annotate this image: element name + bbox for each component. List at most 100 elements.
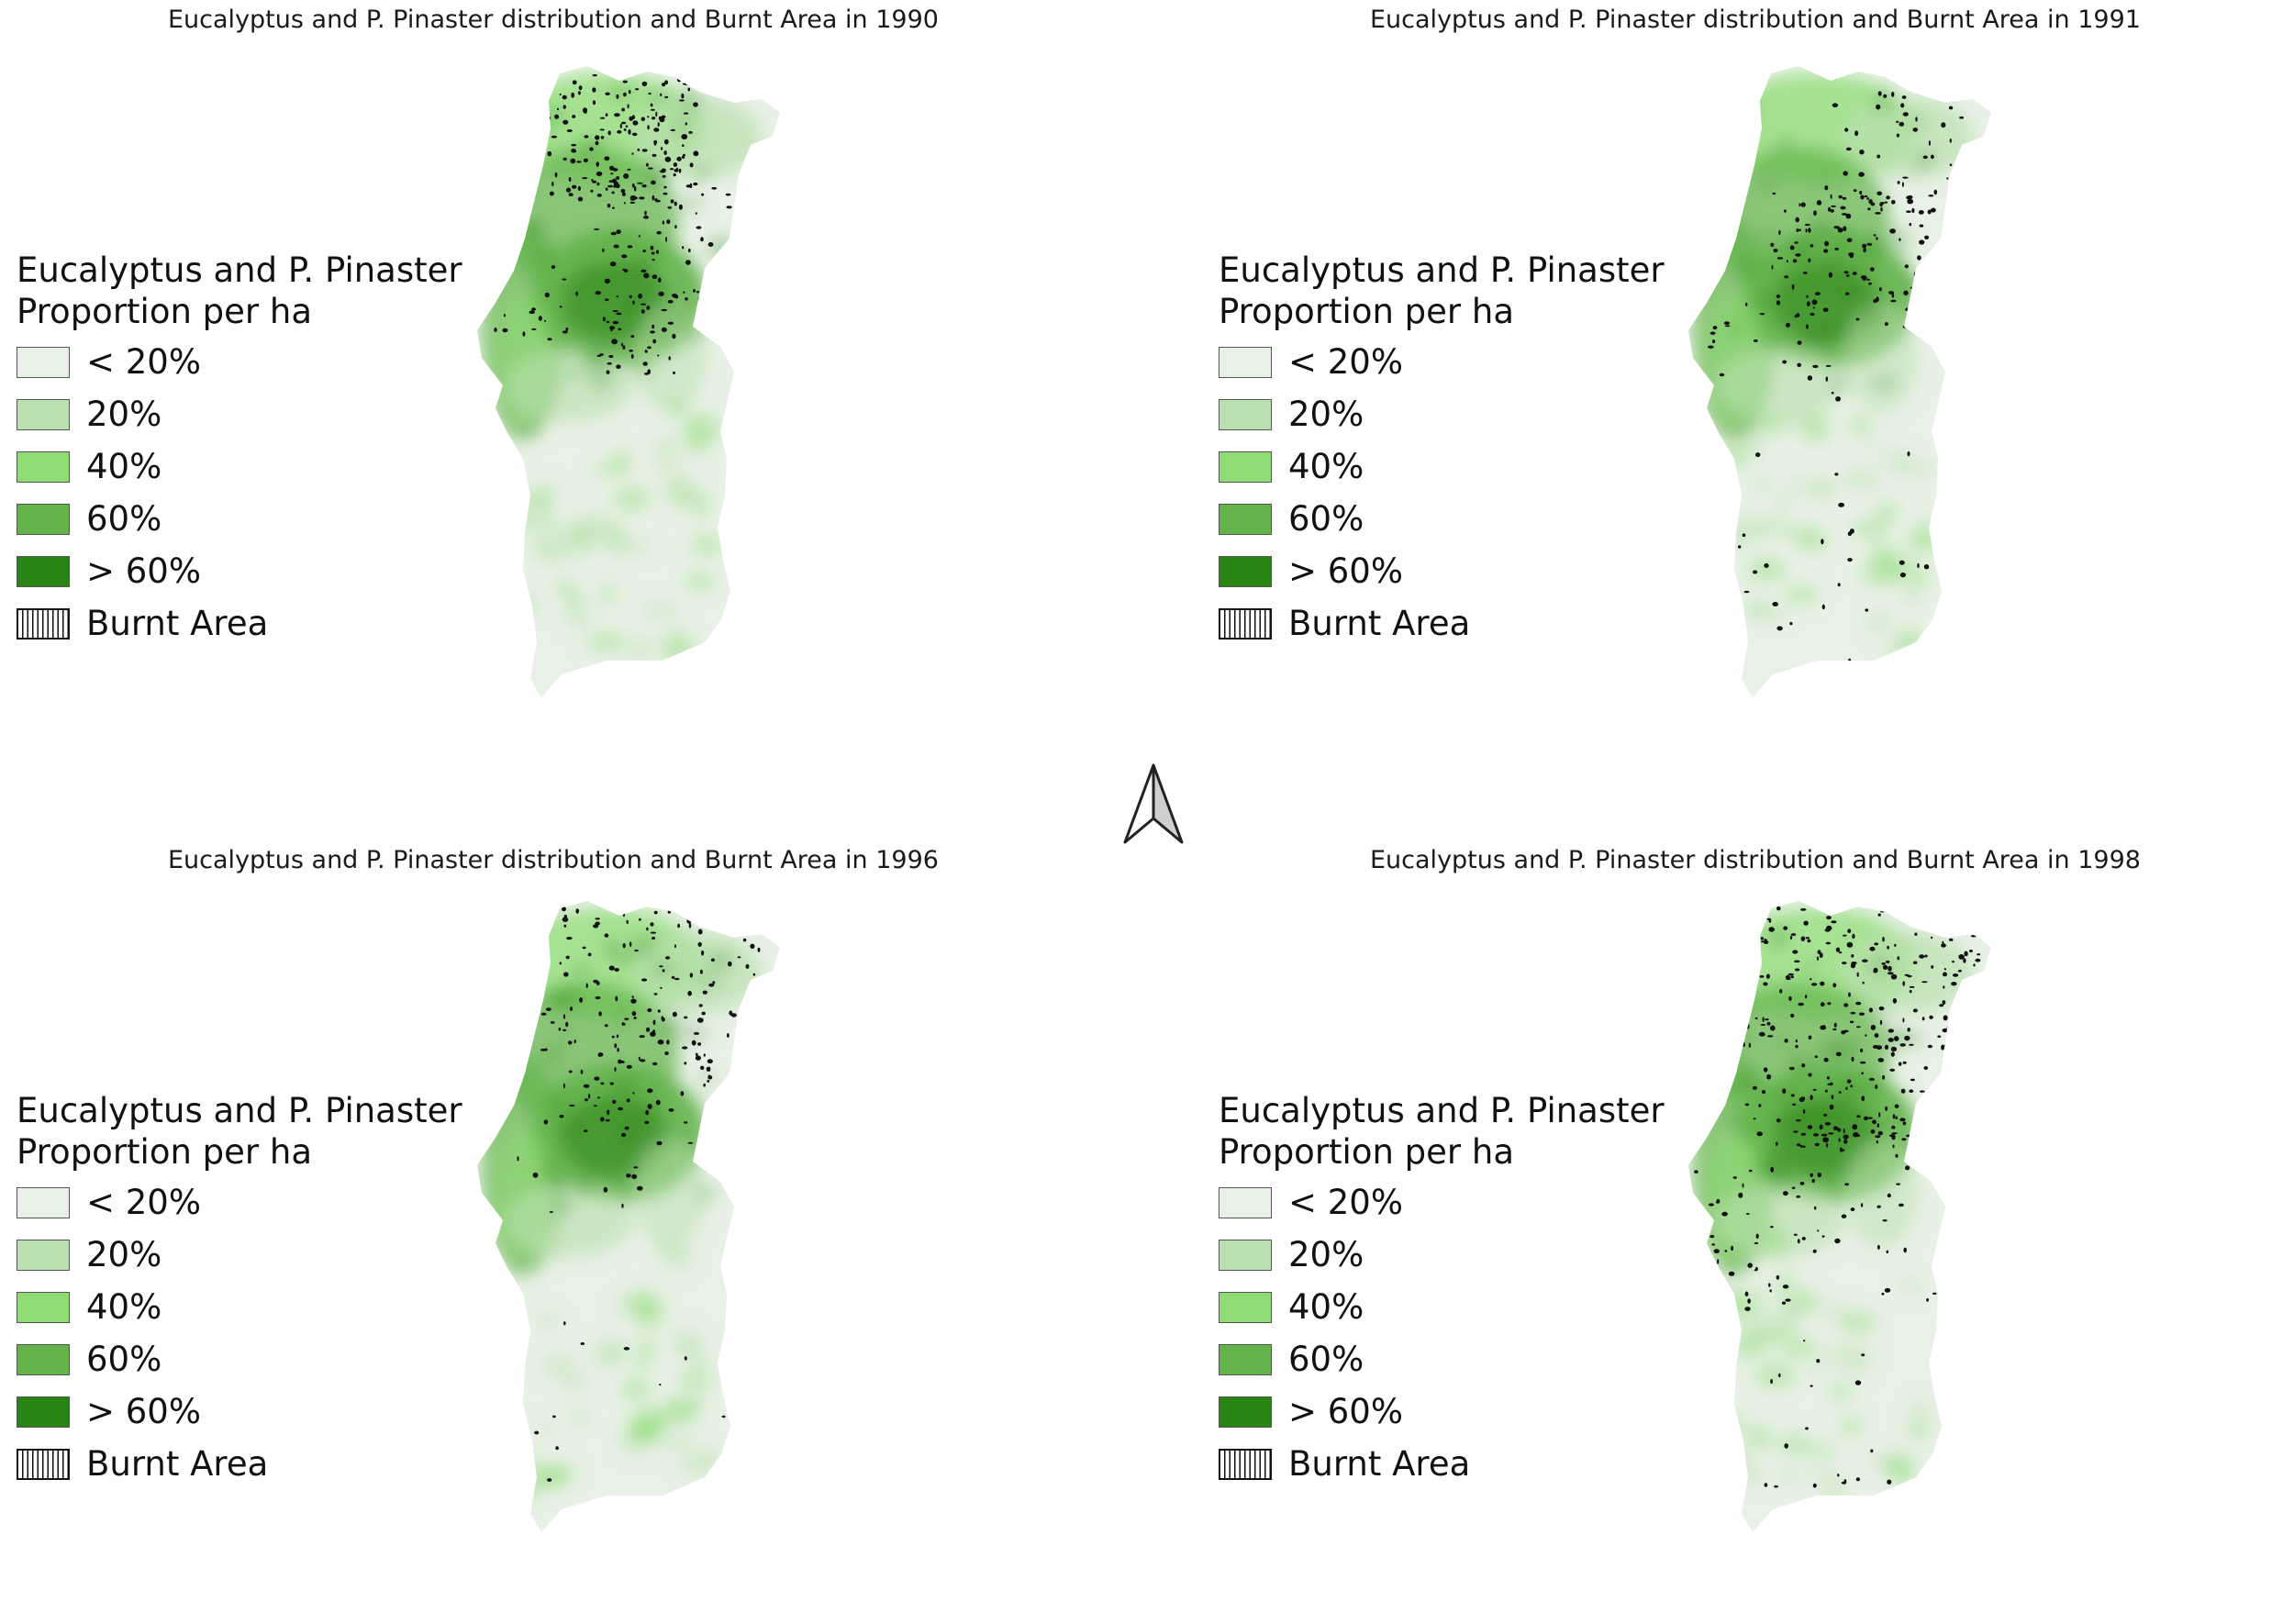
burnt-patch <box>609 261 617 267</box>
map-panel-1998: Eucalyptus and P. Pinaster distribution … <box>1147 800 2294 1600</box>
burnt-patch <box>1817 1229 1820 1232</box>
burnt-patch <box>657 122 660 128</box>
burnt-patch <box>640 303 647 306</box>
burnt-patch <box>572 184 577 189</box>
burnt-patch <box>1792 950 1798 954</box>
burnt-patch <box>667 321 674 325</box>
burnt-patch <box>693 150 699 157</box>
burnt-patch <box>1782 1088 1787 1094</box>
burnt-patch <box>1813 210 1817 217</box>
burnt-patch <box>1873 234 1876 237</box>
burnt-patch <box>1955 1119 1962 1123</box>
legend-label: 40% <box>86 447 162 486</box>
burnt-patch <box>701 1011 706 1016</box>
burnt-patch <box>1939 1004 1944 1007</box>
burnt-patch <box>615 184 620 189</box>
burnt-patch <box>1825 364 1832 367</box>
legend-item: Burnt Area <box>1219 597 1665 650</box>
legend-swatch <box>1219 1239 1272 1271</box>
burnt-patch <box>1953 1078 1957 1083</box>
burnt-patch <box>1882 1219 1888 1222</box>
burnt-patch <box>1813 1133 1820 1137</box>
burnt-patch <box>1773 248 1778 253</box>
burnt-patch <box>618 1107 624 1111</box>
burnt-patch <box>1919 954 1925 959</box>
burnt-patch <box>1909 990 1912 994</box>
burnt-patch <box>1742 1041 1745 1048</box>
burnt-patch <box>1754 1241 1759 1245</box>
burnt-patch <box>647 116 650 118</box>
burnt-patch <box>615 996 618 1002</box>
burnt-patch <box>688 130 693 134</box>
burnt-patch <box>1975 958 1981 962</box>
burnt-patch <box>1867 207 1871 211</box>
burnt-patch <box>1831 920 1837 924</box>
burnt-patch <box>612 339 617 343</box>
burnt-patch <box>607 203 611 208</box>
burnt-patch <box>1810 978 1812 981</box>
legend-item: < 20% <box>1219 336 1665 388</box>
burnt-patch <box>583 1084 590 1088</box>
burnt-patch <box>582 107 588 114</box>
burnt-patch <box>1902 1121 1907 1126</box>
burnt-patch <box>737 926 741 929</box>
burnt-patch <box>552 1415 556 1418</box>
burnt-patch <box>1878 1006 1885 1011</box>
burnt-patch <box>725 193 731 196</box>
burnt-patch <box>1932 1292 1937 1295</box>
burnt-patch <box>1797 1239 1800 1244</box>
burnt-patch <box>629 941 632 947</box>
burnt-patch <box>752 973 756 976</box>
burnt-patch <box>562 157 567 161</box>
burnt-patch <box>671 975 675 979</box>
burnt-patch <box>619 123 622 129</box>
burnt-patch <box>1848 252 1854 257</box>
burnt-patch <box>605 187 608 191</box>
burnt-patch <box>607 184 613 188</box>
burnt-patch <box>1879 908 1886 913</box>
burnt-patch <box>1830 194 1832 199</box>
burnt-patch <box>1776 906 1781 911</box>
burnt-patch <box>609 1082 614 1085</box>
burnt-patch <box>1889 1068 1896 1072</box>
burnt-patch <box>642 250 646 252</box>
burnt-patch <box>1760 937 1764 940</box>
burnt-patch <box>1927 1044 1933 1049</box>
burnt-patch <box>540 1012 547 1016</box>
burnt-patch <box>1746 1213 1750 1215</box>
burnt-patch <box>650 931 657 934</box>
legend-label: 20% <box>1288 395 1364 434</box>
burnt-patch <box>1763 940 1769 944</box>
legend-item: > 60% <box>17 1385 462 1438</box>
burnt-patch <box>589 147 594 151</box>
burnt-patch <box>753 991 756 996</box>
burnt-patch <box>1903 290 1909 296</box>
burnt-patch <box>653 141 657 146</box>
burnt-patch <box>1738 1192 1743 1198</box>
burnt-patch <box>1804 223 1810 227</box>
burnt-patch <box>699 969 703 974</box>
burnt-patch <box>1901 1138 1907 1141</box>
burnt-patch <box>640 1059 646 1062</box>
burnt-patch <box>592 73 597 77</box>
burnt-patch <box>743 1024 749 1027</box>
burnt-patch <box>1927 1116 1931 1119</box>
burnt-patch <box>1834 1238 1841 1244</box>
burnt-patch <box>1883 94 1888 98</box>
burnt-patch <box>562 105 566 109</box>
burnt-patch <box>562 1083 565 1089</box>
burnt-patch <box>1748 1042 1752 1048</box>
burnt-patch <box>651 195 655 201</box>
burnt-patch <box>1915 117 1918 122</box>
burnt-patch <box>1810 1385 1813 1387</box>
burnt-patch <box>1831 392 1834 395</box>
burnt-patch <box>684 1356 687 1361</box>
burnt-patch <box>1764 1483 1768 1487</box>
burnt-patch <box>558 1027 562 1031</box>
burnt-patch <box>531 307 536 311</box>
burnt-patch <box>648 92 651 95</box>
burnt-patch <box>674 225 677 229</box>
burnt-patch <box>1756 1131 1763 1137</box>
burnt-patch <box>747 292 753 295</box>
burnt-patch <box>1963 1086 1967 1092</box>
